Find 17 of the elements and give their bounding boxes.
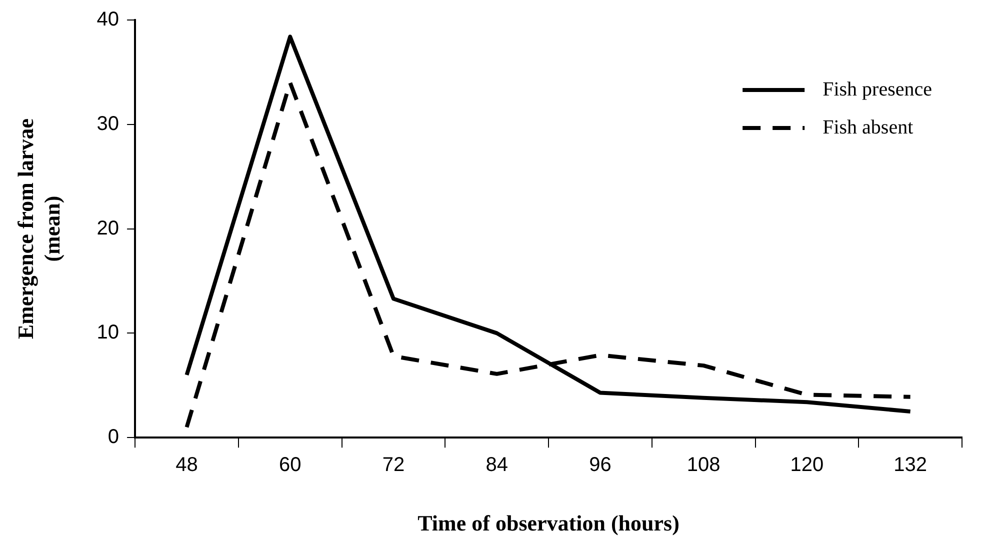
legend-label: Fish absent [822, 116, 914, 138]
x-tick-label: 48 [176, 454, 198, 476]
y-tick-label: 10 [96, 322, 120, 344]
y-tick-label: 30 [96, 112, 120, 135]
y-axis-title: Emergence from larvae (mean) [12, 118, 64, 340]
x-tick-label: 108 [686, 454, 720, 476]
x-tick-label: 72 [382, 454, 405, 476]
x-tick-label: 96 [589, 454, 612, 476]
y-tick-label: 20 [96, 217, 120, 240]
y-tick-label: 0 [108, 426, 120, 448]
x-tick-label: 60 [278, 454, 302, 476]
x-tick-label: 84 [486, 454, 508, 476]
legend-label: Fish presence [822, 78, 932, 100]
x-tick-label: 120 [790, 454, 824, 476]
y-tick-label: 40 [96, 8, 120, 31]
x-tick-label: 132 [894, 454, 928, 476]
x-axis-title: Time of observation (hours) [418, 510, 680, 536]
